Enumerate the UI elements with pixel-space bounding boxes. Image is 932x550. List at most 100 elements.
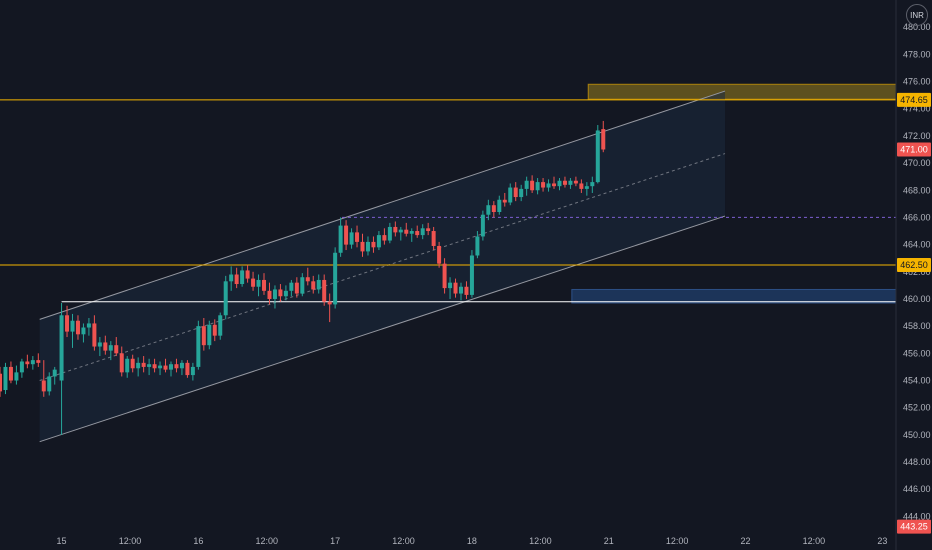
candle-body <box>398 229 403 233</box>
candle-body <box>502 199 507 203</box>
candle-body <box>595 130 600 183</box>
candle-body <box>136 362 141 369</box>
candle-down <box>201 318 206 351</box>
channel-mid-line <box>39 153 726 381</box>
horizontal-levels <box>0 99 896 303</box>
candle-up <box>125 356 130 378</box>
candle-body <box>59 315 64 381</box>
candle-down <box>601 120 606 153</box>
candle-up <box>218 312 223 340</box>
candle-body <box>229 274 234 282</box>
candle-up <box>365 236 370 256</box>
candle-down <box>541 178 546 192</box>
candle-body <box>278 289 283 297</box>
candle-body <box>283 290 288 297</box>
candle-down <box>262 273 267 295</box>
candle-up <box>469 250 474 298</box>
time-tick-label: 12:00 <box>119 536 142 546</box>
price-tick-label: 468.00 <box>903 185 931 195</box>
candle-body <box>125 358 130 373</box>
candle-up <box>3 362 8 395</box>
time-tick-label: 18 <box>467 536 477 546</box>
currency-badge[interactable]: INR <box>906 4 928 26</box>
candle-down <box>404 222 409 237</box>
price-tick-label: 470.00 <box>903 158 931 168</box>
candle-body <box>344 225 349 245</box>
candle-body <box>590 182 595 187</box>
candle-body <box>546 183 551 188</box>
candle-body <box>338 225 343 253</box>
candle-up <box>147 358 152 376</box>
candle-body <box>108 345 113 351</box>
time-axis[interactable]: 15 12:00 16 12:00 17 12:00 18 12:00 21 12:00 22 12:… <box>57 536 888 546</box>
candle-body <box>130 358 135 369</box>
candle-down <box>360 233 365 257</box>
candle-body <box>103 342 108 351</box>
candle-down <box>65 305 70 338</box>
candle-down <box>130 354 135 373</box>
candle-body <box>97 342 102 347</box>
candle-up <box>420 224 425 240</box>
candle-down <box>327 293 332 323</box>
candle-body <box>36 360 41 363</box>
candle-body <box>19 361 24 373</box>
candle-up <box>86 318 91 336</box>
channel-upper-line <box>39 90 726 320</box>
candle-down <box>382 228 387 245</box>
time-tick-label: 17 <box>330 536 340 546</box>
candle-down <box>437 241 442 268</box>
candle-body <box>371 241 376 248</box>
candle-up <box>475 231 480 259</box>
candle-body <box>256 279 261 287</box>
candle-down <box>305 267 310 286</box>
price-tick-label: 472.00 <box>903 131 931 141</box>
candle-down <box>442 258 447 294</box>
candle-body <box>480 214 485 237</box>
candle-body <box>190 366 195 376</box>
candle-body <box>185 362 190 376</box>
price-tick-label: 474.00 <box>903 104 931 114</box>
candle-up <box>409 228 414 242</box>
candle-down <box>322 274 327 306</box>
candle-up <box>272 285 277 309</box>
candle-body <box>201 326 206 346</box>
candle-up <box>333 247 338 309</box>
candle-down <box>426 222 431 236</box>
candle-body <box>289 282 294 291</box>
price-tick-label: 444.00 <box>903 511 931 521</box>
candle-body <box>168 364 173 370</box>
candle-down <box>8 361 13 384</box>
candle-body <box>535 182 540 191</box>
candle-body <box>70 320 75 332</box>
candle-body <box>530 180 535 191</box>
candle-up <box>223 275 228 320</box>
candle-down <box>415 225 420 238</box>
candle-down <box>92 315 97 351</box>
candle-body <box>0 373 2 392</box>
candle-body <box>294 282 299 294</box>
candle-body <box>25 361 30 365</box>
candle-body <box>245 270 250 279</box>
candle-up <box>289 279 294 297</box>
price-tick-label: 456.00 <box>903 348 931 358</box>
candle-up <box>338 217 343 257</box>
candle-up <box>108 341 113 361</box>
candle-down <box>174 358 179 373</box>
candle-body <box>305 277 310 282</box>
candle-body <box>524 180 529 189</box>
price-tick-label: 476.00 <box>903 77 931 87</box>
candle-body <box>223 281 228 316</box>
candle-down <box>552 176 557 189</box>
candle-down <box>251 271 256 291</box>
price-tag-label: 462.50 <box>900 260 928 270</box>
candle-body <box>272 289 277 299</box>
candle-down <box>185 360 190 378</box>
candle-up <box>398 226 403 241</box>
price-axis[interactable]: 444.00 446.00 448.00 450.00 452.00 454.00 456.… <box>903 22 931 521</box>
candle-body <box>174 364 179 369</box>
candle-down <box>453 278 458 298</box>
candle-down <box>431 226 436 251</box>
candle-up <box>196 320 201 370</box>
